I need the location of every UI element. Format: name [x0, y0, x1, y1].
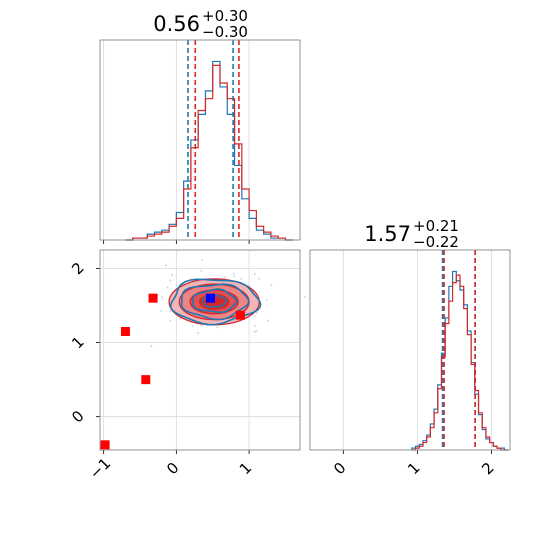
- blue-square-marker-0: [206, 293, 216, 303]
- joint-sample-dot: [267, 319, 270, 322]
- joint-sample-dot: [197, 331, 200, 334]
- joint-sample-dot: [165, 264, 168, 267]
- param-2-plot-area: [310, 250, 510, 450]
- joint-sample-dot: [166, 286, 169, 289]
- joint-scatter-contour-plot: 012−1 0 1: [68, 249, 306, 483]
- param-1-histogram-series-0: [125, 60, 293, 241]
- red-square-marker-2: [120, 326, 130, 336]
- joint-sample-dot: [254, 315, 257, 318]
- joint-sample-dot: [233, 275, 236, 278]
- param-1-histogram-series-1: [125, 64, 293, 241]
- joint-sample-dot: [270, 283, 273, 286]
- param-1-plot-area: [100, 40, 300, 240]
- param-2-upper-error: +0.21: [413, 217, 459, 235]
- joint-sample-dot: [258, 277, 261, 280]
- red-square-marker-0: [100, 440, 110, 450]
- blue-contour-line-0: [169, 278, 262, 326]
- param-1-lower-error: −0.30: [202, 23, 248, 41]
- joint-sample-dot: [266, 299, 269, 302]
- blue-contour-line-3: [201, 293, 228, 308]
- marginal-histogram-param-1: 0.56 +0.30−0.30: [99, 7, 301, 244]
- joint-sample-dot: [169, 319, 172, 322]
- joint-sample-dot: [160, 309, 163, 312]
- joint-sample-dot: [240, 277, 243, 280]
- joint-sample-dot: [160, 296, 163, 299]
- red-square-marker-3: [148, 293, 158, 303]
- joint-sample-dot: [255, 311, 258, 314]
- joint-sample-dot: [200, 259, 203, 262]
- blue-contour-line-1: [180, 283, 250, 321]
- param-1-upper-error: +0.30: [202, 7, 248, 25]
- param-2-lower-error: −0.22: [413, 233, 459, 251]
- red-square-marker-1: [141, 375, 151, 385]
- joint-sample-dot: [192, 325, 195, 328]
- joint-sample-dot: [169, 279, 172, 282]
- joint-sample-dot: [253, 325, 256, 328]
- param-2-title: 1.57: [364, 222, 411, 246]
- joint-sample-dot: [216, 326, 219, 329]
- joint-sample-dot: [200, 324, 203, 327]
- param-1-title: 0.56: [153, 12, 200, 36]
- joint-sample-dot: [232, 272, 235, 275]
- joint-sample-dot: [150, 344, 153, 347]
- joint-sample-dot: [253, 272, 256, 275]
- joint-frame: [99, 249, 301, 451]
- joint-sample-dot: [171, 274, 174, 277]
- param-2-frame: [309, 249, 511, 451]
- param-2-histogram-series-1: [411, 274, 509, 451]
- joint-sample-dot: [303, 295, 306, 298]
- param-1-frame: [99, 39, 301, 241]
- joint-sample-dot: [253, 330, 256, 333]
- joint-sample-dot: [169, 310, 172, 313]
- red-square-marker-4: [235, 310, 245, 320]
- joint-sample-dot: [200, 270, 203, 273]
- blue-contour-line-2: [192, 288, 238, 314]
- joint-sample-dot: [255, 330, 258, 333]
- joint-sample-dot: [223, 276, 226, 279]
